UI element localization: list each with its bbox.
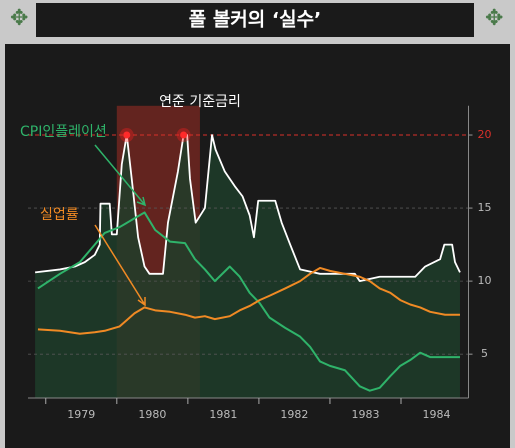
x-tick-label: 1981 bbox=[209, 408, 237, 421]
x-tick-label: 1983 bbox=[351, 408, 379, 421]
annotation: 연준 기준금리 bbox=[159, 94, 241, 110]
ornament: ✥ bbox=[485, 6, 503, 31]
series-line bbox=[37, 211, 460, 392]
peak-marker bbox=[123, 131, 131, 139]
y-tick-label: 20 bbox=[478, 128, 492, 141]
annotation: 실업률 bbox=[40, 207, 79, 223]
y-tick-label: 15 bbox=[478, 201, 492, 214]
annotation-arrow bbox=[94, 224, 146, 307]
y-tick-label: 5 bbox=[481, 347, 488, 360]
x-tick-label: 1982 bbox=[280, 408, 308, 421]
chart-title: 폴 볼커의 ‘실수’ bbox=[189, 9, 322, 31]
x-tick-label: 1984 bbox=[423, 408, 451, 421]
ornament: ✥ bbox=[10, 6, 28, 31]
series-line bbox=[37, 266, 460, 335]
title-box bbox=[36, 3, 474, 37]
annotation-arrow bbox=[94, 144, 147, 207]
plot-area: 5 10 15 20 1979 1980 1981 1982 1983 1984 bbox=[28, 105, 492, 421]
annotation: CPI인플레이션 bbox=[20, 124, 107, 140]
peak-marker bbox=[180, 131, 188, 139]
y-tick-label: 10 bbox=[478, 274, 492, 287]
area bbox=[35, 135, 460, 398]
x-tick-label: 1979 bbox=[67, 408, 95, 421]
x-tick-label: 1980 bbox=[138, 408, 166, 421]
header: ✥ ✥ 폴 볼커의 ‘실수’ bbox=[10, 3, 503, 37]
